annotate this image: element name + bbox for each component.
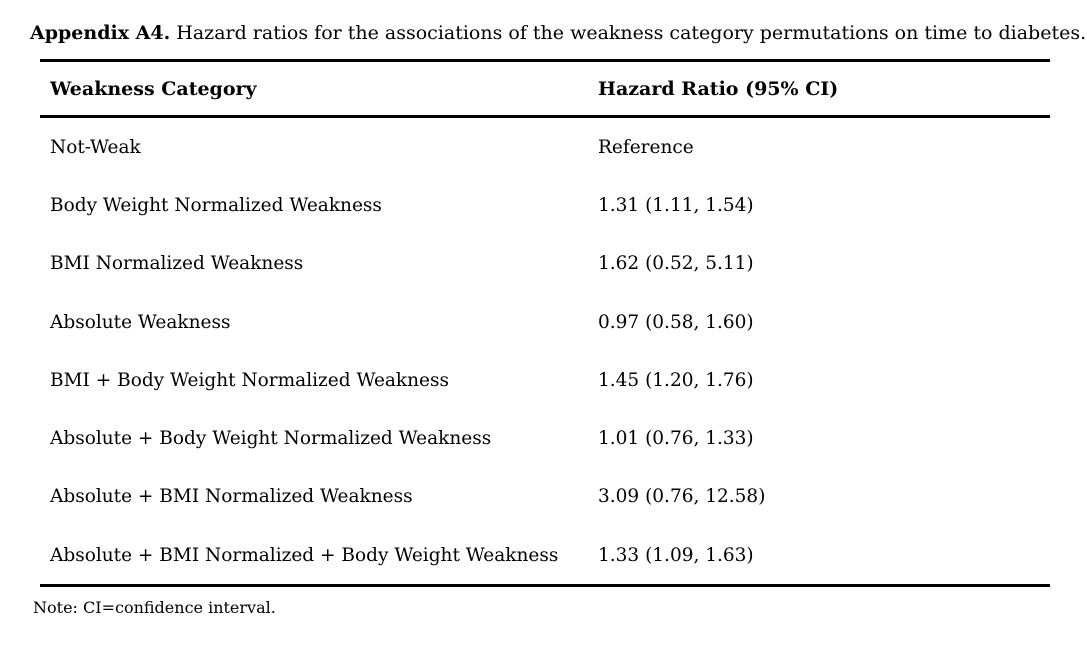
hazard-ratio-table: Weakness Category Hazard Ratio (95% CI) … xyxy=(40,59,1050,588)
hazard-ratio-cell: 3.09 (0.76, 12.58) xyxy=(598,486,766,508)
table-row: Absolute + BMI Normalized + Body Weight … xyxy=(40,526,1050,584)
category-cell: Absolute + Body Weight Normalized Weakne… xyxy=(50,428,492,450)
category-cell: Absolute + BMI Normalized Weakness xyxy=(50,486,413,508)
caption-label: Appendix A4. xyxy=(30,22,171,44)
category-cell: Not-Weak xyxy=(50,136,141,158)
table-row: Absolute + BMI Normalized Weakness 3.09 … xyxy=(40,468,1050,526)
category-cell: Absolute Weakness xyxy=(50,311,231,333)
caption-text: Hazard ratios for the associations of th… xyxy=(170,22,1087,44)
table-row: Body Weight Normalized Weakness 1.31 (1.… xyxy=(40,176,1050,234)
hazard-ratio-cell: 1.01 (0.76, 1.33) xyxy=(598,428,754,450)
category-cell: BMI Normalized Weakness xyxy=(50,253,304,275)
table-caption: Appendix A4. Hazard ratios for the assoc… xyxy=(30,21,1086,45)
table-row: BMI + Body Weight Normalized Weakness 1.… xyxy=(40,351,1050,409)
table-note: Note: CI=confidence interval. xyxy=(33,598,276,617)
hazard-ratio-cell: Reference xyxy=(598,136,694,158)
hazard-ratio-cell: 1.45 (1.20, 1.76) xyxy=(598,369,754,391)
column-header-weakness-category: Weakness Category xyxy=(50,77,257,100)
table-row: BMI Normalized Weakness 1.62 (0.52, 5.11… xyxy=(40,235,1050,293)
category-cell: BMI + Body Weight Normalized Weakness xyxy=(50,369,449,391)
hazard-ratio-cell: 1.62 (0.52, 5.11) xyxy=(598,253,754,275)
table-row: Not-Weak Reference xyxy=(40,118,1050,176)
hazard-ratio-cell: 0.97 (0.58, 1.60) xyxy=(598,311,754,333)
category-cell: Absolute + BMI Normalized + Body Weight … xyxy=(50,544,559,566)
hazard-ratio-cell: 1.33 (1.09, 1.63) xyxy=(598,544,754,566)
table-row: Absolute + Body Weight Normalized Weakne… xyxy=(40,409,1050,467)
table-header-row: Weakness Category Hazard Ratio (95% CI) xyxy=(40,62,1050,118)
category-cell: Body Weight Normalized Weakness xyxy=(50,194,382,216)
hazard-ratio-cell: 1.31 (1.11, 1.54) xyxy=(598,194,754,216)
column-header-hazard-ratio: Hazard Ratio (95% CI) xyxy=(598,77,839,100)
table-row: Absolute Weakness 0.97 (0.58, 1.60) xyxy=(40,293,1050,351)
